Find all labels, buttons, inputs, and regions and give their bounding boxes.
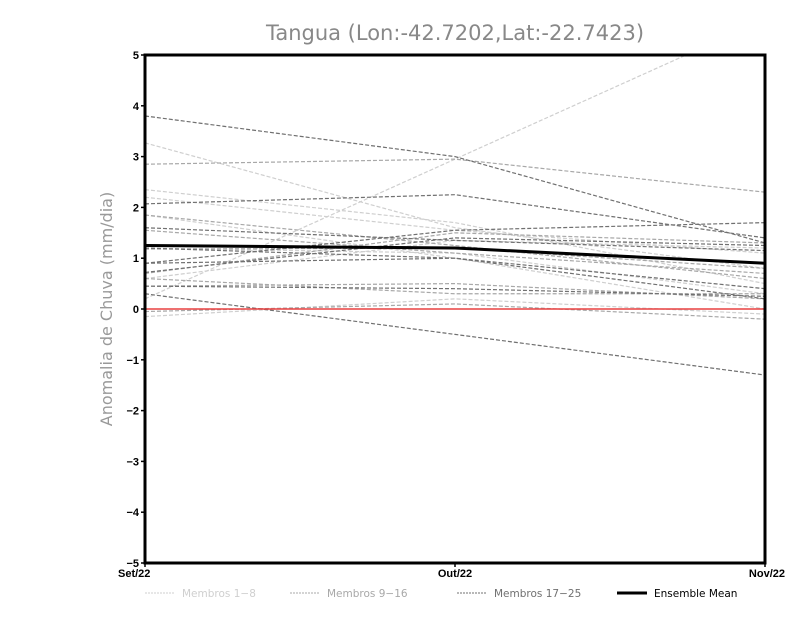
chart-title: Tangua (Lon:-42.7202,Lat:-22.7423)	[265, 21, 644, 45]
x-tick-label: Nov/22	[749, 568, 785, 580]
y-tick-label: −4	[126, 507, 139, 519]
x-tick-label: Out/22	[438, 568, 472, 580]
member-line-g2-5	[145, 247, 765, 269]
y-tick-label: −3	[126, 456, 139, 468]
member-line-g3-2	[145, 194, 765, 239]
y-tick-label: 3	[133, 152, 139, 164]
member-line-g1-1	[145, 142, 765, 269]
member-line-g2-1	[145, 158, 765, 193]
x-tick-label: Set/22	[118, 568, 150, 580]
member-line-g2-3	[145, 232, 765, 275]
y-tick-label: 5	[133, 50, 139, 62]
y-tick-label: 4	[133, 101, 140, 113]
y-tick-label: −1	[126, 355, 139, 367]
member-line-g1-7	[145, 239, 765, 280]
member-line-g3-4	[145, 293, 765, 376]
member-line-g3-9	[145, 257, 765, 300]
y-tick-label: 2	[133, 202, 139, 214]
member-line-g3-7	[145, 285, 765, 297]
legend-label-g2: Membros 9−16	[327, 588, 408, 600]
member-line-g3-8	[145, 227, 765, 252]
y-axis-label: Anomalia de Chuva (mm/dia)	[97, 192, 116, 426]
plot-area	[145, 55, 765, 376]
member-line-g1-5	[145, 247, 765, 295]
y-tick-label: 1	[133, 253, 139, 265]
member-line-g3-3	[145, 222, 765, 264]
member-line-g2-8	[145, 229, 765, 275]
y-tick-label: −2	[126, 406, 139, 418]
member-line-g2-2	[145, 214, 765, 280]
member-line-g2-4	[145, 282, 765, 300]
legend-label-mean: Ensemble Mean	[654, 588, 737, 600]
member-line-g3-6	[145, 247, 765, 290]
member-line-g1-8	[145, 214, 765, 310]
ensemble-mean-line	[145, 244, 765, 265]
legend-label-g1: Membros 1−8	[182, 588, 256, 600]
y-tick-label: −5	[126, 558, 139, 570]
member-line-g3-1	[145, 115, 765, 244]
member-line-g3-5	[145, 237, 765, 274]
legend-label-g3: Membros 17−25	[494, 588, 581, 600]
member-line-g1-4	[145, 55, 688, 300]
y-tick-label: 0	[133, 304, 139, 316]
member-line-g1-6	[145, 298, 765, 318]
